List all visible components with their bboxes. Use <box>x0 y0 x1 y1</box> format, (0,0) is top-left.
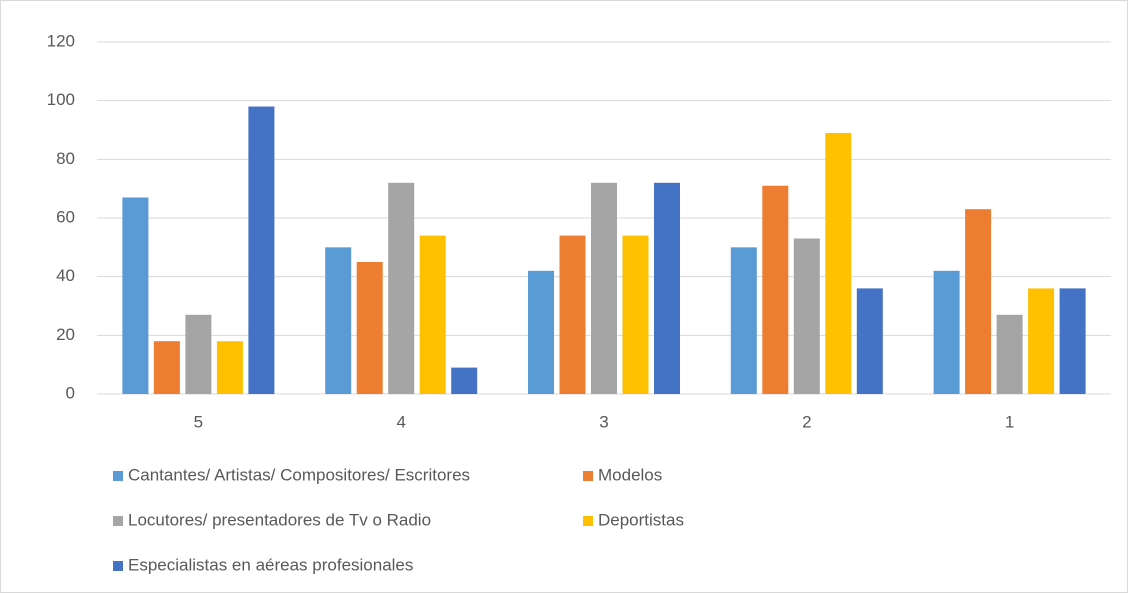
x-tick-label: 1 <box>1005 412 1014 431</box>
bar <box>216 341 243 394</box>
y-tick-label: 20 <box>56 325 75 344</box>
bar <box>996 314 1023 394</box>
y-tick-label: 40 <box>56 266 75 285</box>
bar <box>793 238 820 394</box>
bar <box>591 182 617 394</box>
y-tick-label: 0 <box>66 383 75 402</box>
bar <box>965 209 992 394</box>
legend-swatch <box>583 471 593 481</box>
x-tick-label: 2 <box>802 412 811 431</box>
bar <box>654 182 680 394</box>
bar <box>388 182 415 394</box>
bar <box>856 288 883 394</box>
bar <box>825 132 852 394</box>
bar <box>559 235 586 394</box>
legend-label: Deportistas <box>598 510 684 529</box>
legend-swatch <box>113 516 123 526</box>
bar <box>451 367 478 394</box>
bar <box>153 341 180 394</box>
bar <box>762 185 789 394</box>
bar <box>122 197 149 394</box>
legend-label: Locutores/ presentadores de Tv o Radio <box>128 510 431 529</box>
bar <box>185 314 212 394</box>
y-tick-label: 60 <box>56 207 75 226</box>
bar <box>622 235 649 394</box>
x-tick-label: 4 <box>396 412 405 431</box>
y-tick-label: 120 <box>47 31 75 50</box>
legend-swatch <box>113 561 123 571</box>
x-tick-label: 3 <box>599 412 608 431</box>
legend-swatch <box>583 516 593 526</box>
y-tick-label: 100 <box>47 90 75 109</box>
bar <box>325 247 352 394</box>
bar <box>419 235 446 394</box>
bar <box>356 262 383 394</box>
y-tick-label: 80 <box>56 149 75 168</box>
bar <box>1028 288 1055 394</box>
bar <box>248 106 275 395</box>
bar <box>528 270 554 394</box>
bar <box>1059 288 1086 394</box>
bar <box>730 247 757 394</box>
legend-label: Especialistas en aéreas profesionales <box>128 555 413 574</box>
legend-label: Cantantes/ Artistas/ Compositores/ Escri… <box>128 465 470 484</box>
legend-label: Modelos <box>598 465 662 484</box>
legend-swatch <box>113 471 123 481</box>
bar <box>933 270 960 394</box>
x-tick-label: 5 <box>194 412 203 431</box>
